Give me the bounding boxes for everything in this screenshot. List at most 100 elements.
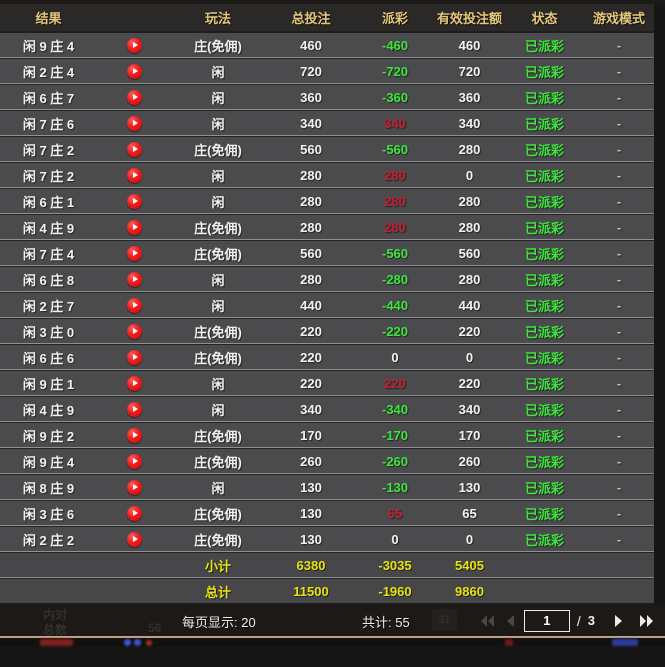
table-row: 闲 3 庄 0 庄(免佣) 220 -220 220 已派彩 - bbox=[0, 319, 654, 343]
first-page-button[interactable] bbox=[480, 614, 495, 628]
valid-bet-cell: 130 bbox=[458, 479, 481, 495]
total-bet-cell: 720 bbox=[300, 63, 322, 79]
row-divider bbox=[0, 421, 654, 423]
next-page-button[interactable] bbox=[614, 614, 624, 628]
total-bet-cell: 170 bbox=[300, 427, 322, 443]
row-divider bbox=[0, 525, 654, 527]
replay-play-button[interactable] bbox=[127, 37, 142, 53]
col-header-payout: 派彩 bbox=[381, 11, 408, 26]
underlay-red-label bbox=[40, 639, 73, 646]
replay-play-button[interactable] bbox=[127, 89, 142, 105]
playtype-cell: 闲 bbox=[211, 90, 225, 106]
replay-play-button[interactable] bbox=[127, 245, 142, 261]
replay-play-button[interactable] bbox=[127, 167, 142, 183]
result-cell: 闲 6 庄 7 bbox=[22, 90, 75, 106]
row-divider bbox=[0, 343, 654, 345]
play-icon bbox=[133, 146, 138, 152]
replay-play-button[interactable] bbox=[127, 193, 142, 209]
underlay-top-edge bbox=[0, 636, 665, 638]
total-bet-cell: 130 bbox=[300, 479, 322, 495]
prev-page-button[interactable] bbox=[505, 614, 515, 628]
game-mode-cell: - bbox=[616, 505, 622, 521]
replay-cell bbox=[97, 63, 172, 79]
replay-play-button[interactable] bbox=[127, 141, 142, 157]
total-bet-cell: 280 bbox=[300, 271, 322, 287]
pagination-bar: 内对 总数 56 每页显示: 20 共计: 55 31 / 3 bbox=[0, 605, 665, 637]
payout-cell: -360 bbox=[381, 89, 409, 105]
payout-cell: -720 bbox=[381, 63, 409, 79]
result-cell: 闲 2 庄 7 bbox=[22, 298, 75, 314]
page-number-input[interactable] bbox=[523, 609, 570, 632]
result-cell: 闲 6 庄 8 bbox=[22, 272, 75, 288]
col-header-status: 状态 bbox=[531, 11, 558, 26]
game-mode-cell: - bbox=[616, 141, 622, 157]
replay-play-button[interactable] bbox=[127, 453, 142, 469]
replay-play-button[interactable] bbox=[127, 427, 142, 443]
replay-play-button[interactable] bbox=[127, 479, 142, 495]
play-icon bbox=[133, 536, 138, 542]
status-cell: 已派彩 bbox=[524, 168, 564, 184]
game-mode-cell: - bbox=[616, 193, 622, 209]
col-header-valid-bet: 有效投注额 bbox=[436, 11, 502, 26]
replay-play-button[interactable] bbox=[127, 401, 142, 417]
table-row: 闲 9 庄 4 庄(免佣) 460 -460 460 已派彩 - bbox=[0, 33, 654, 57]
total-payout: -1960 bbox=[378, 583, 412, 599]
replay-cell bbox=[97, 219, 172, 235]
row-divider bbox=[0, 369, 654, 371]
status-cell: 已派彩 bbox=[524, 194, 564, 210]
left-arrow-icon bbox=[506, 614, 514, 627]
valid-bet-cell: 720 bbox=[458, 63, 481, 79]
valid-bet-cell: 340 bbox=[458, 115, 481, 131]
double-right-arrow-icon bbox=[640, 614, 653, 627]
status-cell: 已派彩 bbox=[524, 142, 564, 158]
row-divider bbox=[0, 57, 654, 59]
replay-play-button[interactable] bbox=[127, 323, 142, 339]
col-header-total-bet: 总投注 bbox=[291, 11, 331, 26]
replay-cell bbox=[97, 375, 172, 391]
valid-bet-cell: 65 bbox=[462, 505, 477, 521]
game-mode-cell: - bbox=[616, 427, 622, 443]
total-bet-cell: 440 bbox=[300, 297, 322, 313]
double-left-arrow-icon bbox=[480, 614, 494, 627]
payout-cell: 65 bbox=[387, 505, 403, 521]
game-mode-cell: - bbox=[616, 375, 622, 391]
replay-play-button[interactable] bbox=[127, 115, 142, 131]
replay-play-button[interactable] bbox=[127, 63, 142, 79]
status-cell: 已派彩 bbox=[524, 350, 564, 366]
play-icon bbox=[133, 276, 138, 282]
row-divider bbox=[0, 135, 654, 137]
payout-cell: 0 bbox=[391, 349, 399, 365]
underlay-ghost-text: 内对 bbox=[43, 608, 68, 622]
last-page-button[interactable] bbox=[639, 614, 654, 628]
replay-play-button[interactable] bbox=[127, 531, 142, 547]
status-cell: 已派彩 bbox=[524, 402, 564, 418]
replay-play-button[interactable] bbox=[127, 271, 142, 287]
replay-play-button[interactable] bbox=[127, 219, 142, 235]
status-cell: 已派彩 bbox=[524, 298, 564, 314]
replay-play-button[interactable] bbox=[127, 349, 142, 365]
replay-cell bbox=[97, 271, 172, 287]
valid-bet-cell: 280 bbox=[458, 141, 481, 157]
col-header-game-mode: 游戏模式 bbox=[592, 11, 645, 26]
game-mode-cell: - bbox=[616, 349, 622, 365]
valid-bet-cell: 280 bbox=[458, 219, 481, 235]
payout-cell: 0 bbox=[391, 531, 399, 547]
play-icon bbox=[133, 302, 138, 308]
replay-cell bbox=[97, 115, 172, 131]
table-body: 闲 9 庄 4 庄(免佣) 460 -460 460 已派彩 - 闲 2 庄 4… bbox=[0, 33, 654, 553]
bet-history-table: 结果 玩法 总投注 派彩 有效投注额 状态 游戏模式 闲 9 庄 4 庄(免佣)… bbox=[0, 4, 654, 605]
subtotal-row: 小计 6380 -3035 5405 bbox=[0, 553, 654, 577]
status-cell: 已派彩 bbox=[524, 90, 564, 106]
replay-play-button[interactable] bbox=[127, 375, 142, 391]
payout-cell: -170 bbox=[381, 427, 409, 443]
replay-play-button[interactable] bbox=[127, 505, 142, 521]
replay-cell bbox=[97, 401, 172, 417]
status-cell: 已派彩 bbox=[524, 324, 564, 340]
replay-cell bbox=[97, 453, 172, 469]
game-mode-cell: - bbox=[616, 297, 622, 313]
valid-bet-cell: 280 bbox=[458, 193, 481, 209]
result-cell: 闲 8 庄 9 bbox=[22, 480, 75, 496]
total-bet-cell: 280 bbox=[300, 167, 322, 183]
replay-play-button[interactable] bbox=[127, 297, 142, 313]
total-bet-cell: 560 bbox=[300, 245, 322, 261]
